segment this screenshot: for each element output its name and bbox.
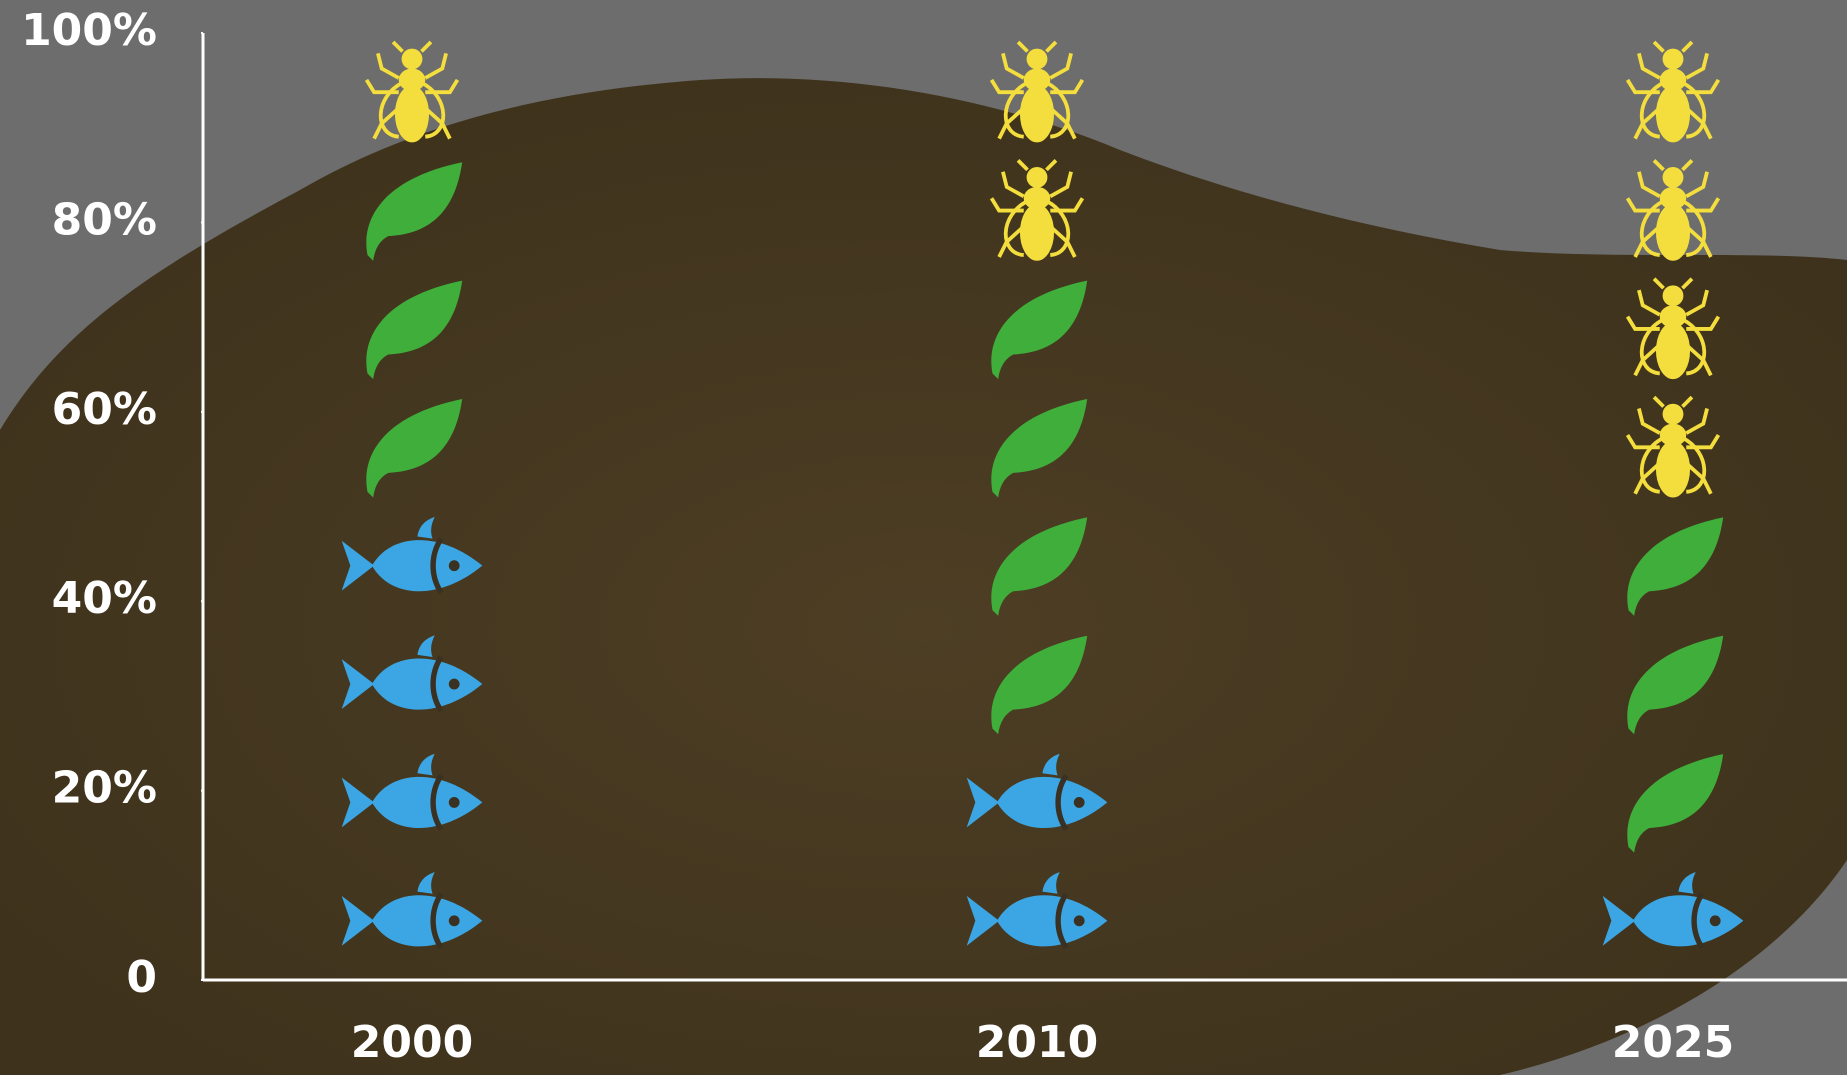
x-tick-label: 2000	[351, 1017, 473, 1068]
pictogram-segment	[367, 42, 458, 142]
x-tick-label: 2010	[976, 1017, 1098, 1068]
pictogram-icon	[992, 160, 1083, 260]
pictogram-icon	[367, 42, 458, 142]
chart: 0 20% 40% 60% 80% 100% 2000 2010 2025	[0, 0, 1847, 1075]
y-tick-label: 100%	[21, 5, 157, 56]
y-tick-label: 60%	[52, 384, 157, 435]
pictogram-icon	[1628, 160, 1719, 260]
pictogram-icon	[992, 42, 1083, 142]
soil-background	[0, 78, 1847, 1075]
pictogram-icon	[1628, 397, 1719, 497]
pictogram-icon	[1628, 42, 1719, 142]
y-tick-label: 20%	[52, 763, 157, 814]
y-tick-label: 0	[126, 952, 157, 1003]
pictogram-icon	[1628, 279, 1719, 379]
y-tick-label: 80%	[52, 194, 157, 245]
y-tick-label: 40%	[52, 573, 157, 624]
page: 020%40%60%80%100%200020102025 (() => { c…	[0, 0, 1847, 1075]
x-tick-label: 2025	[1612, 1017, 1734, 1068]
